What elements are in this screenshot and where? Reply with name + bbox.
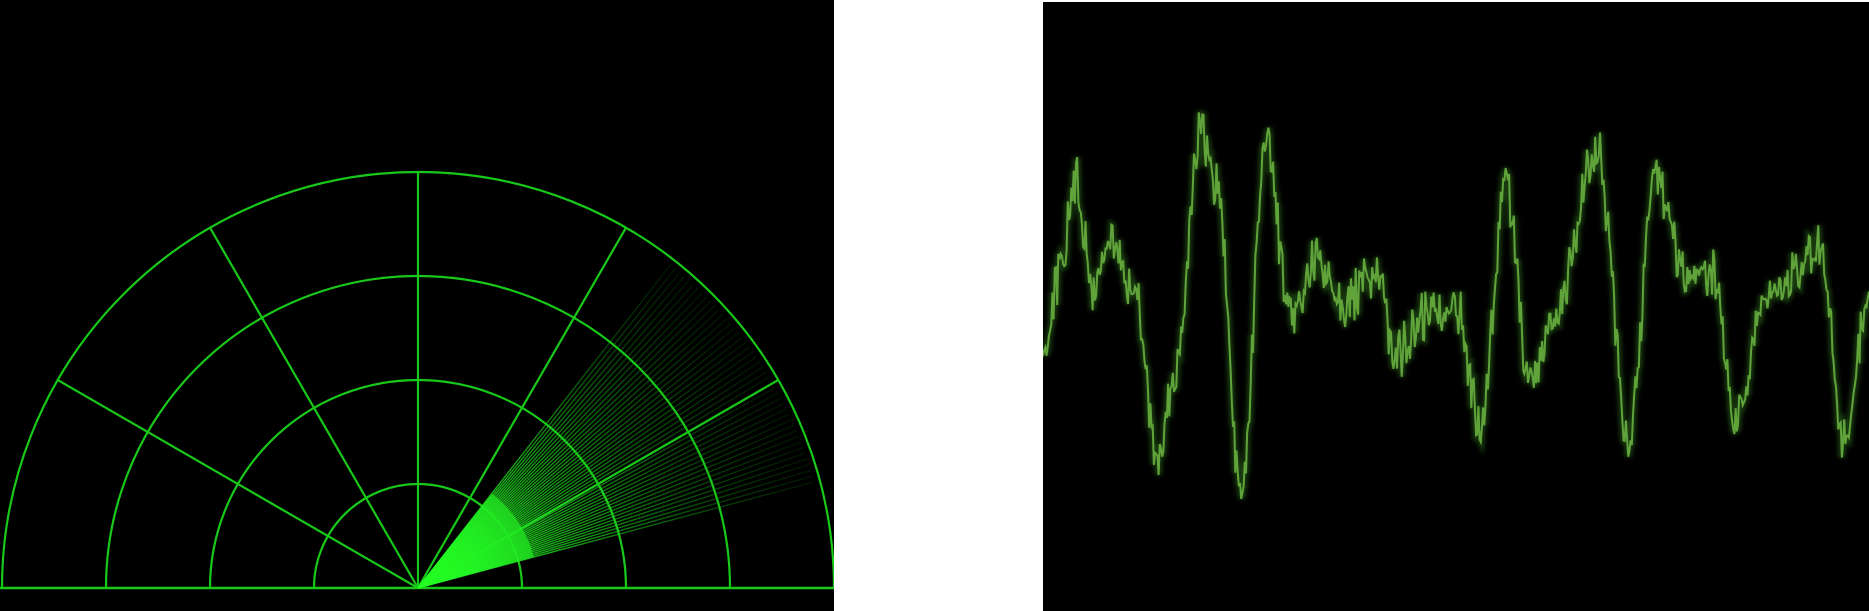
- radar-sweep-beam: [417, 264, 814, 589]
- radar-spoke: [209, 227, 419, 589]
- radar-scope: [0, 170, 834, 590]
- waveform-trace: [1043, 112, 1869, 500]
- radar-spoke: [57, 379, 419, 589]
- signal-waveform-display: [1043, 2, 1869, 611]
- waveform-plot: [1043, 109, 1869, 500]
- radar-spoke: [417, 227, 627, 589]
- radar-display: [0, 0, 834, 611]
- sweep-core: [418, 493, 534, 588]
- radar-grid: [0, 170, 834, 590]
